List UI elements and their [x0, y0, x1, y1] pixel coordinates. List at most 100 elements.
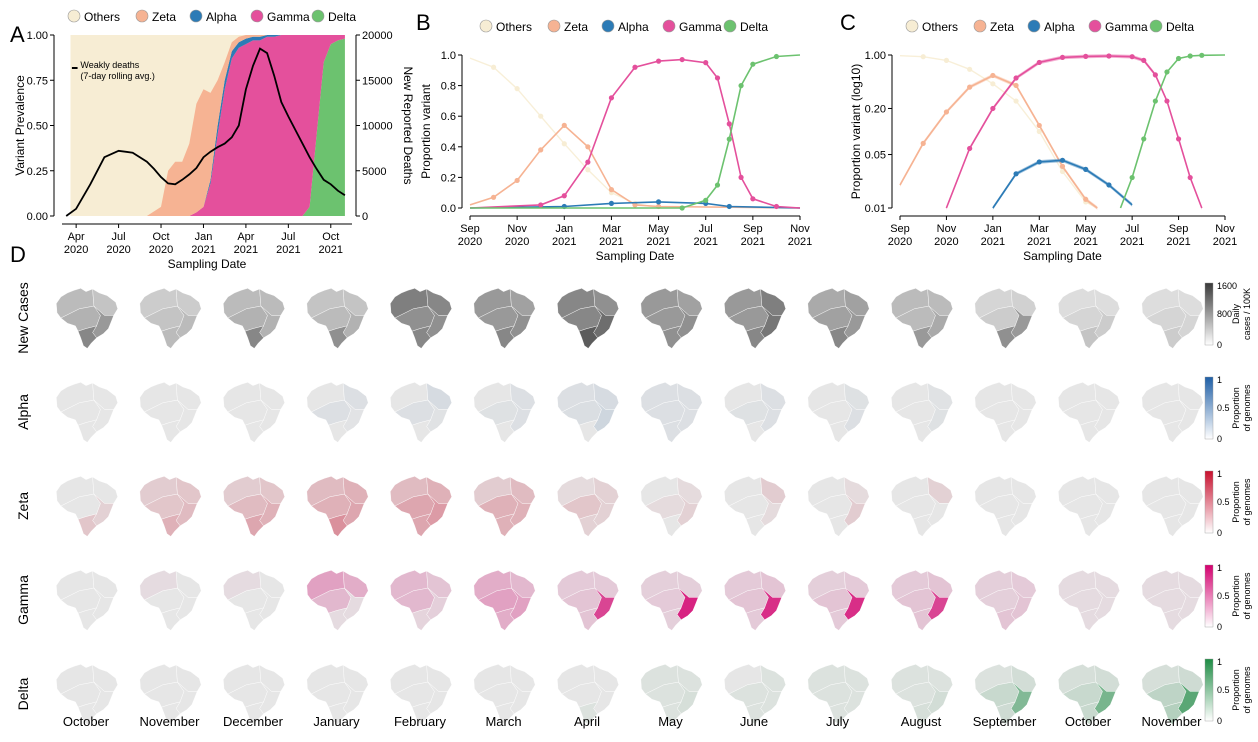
data-point-alpha: [1083, 166, 1089, 172]
month-label-7: May: [658, 714, 683, 729]
panel-label-a: A: [10, 22, 25, 47]
month-label-0: October: [63, 714, 110, 729]
area-gamma: [62, 35, 345, 216]
map-alpha-8: [724, 382, 786, 443]
map-region: [426, 305, 448, 339]
map-delta-11: [974, 664, 1037, 725]
data-point-others: [990, 81, 996, 87]
map-region: [676, 493, 699, 527]
x-tick-label: Apr: [68, 231, 85, 243]
map-region: [912, 325, 933, 349]
map-region: [259, 681, 281, 715]
map-region: [891, 382, 930, 413]
data-point-gamma: [561, 193, 567, 199]
y-tick-label: 0.01: [865, 203, 886, 215]
map-region: [509, 493, 532, 527]
map-gamma-8: [724, 570, 786, 631]
map-region: [807, 382, 846, 413]
map-region: [92, 305, 114, 339]
map-delta-13: [1141, 664, 1204, 725]
map-region: [1177, 587, 1200, 621]
y-tick-label: 0.75: [27, 75, 48, 87]
map-gamma-6: [557, 570, 619, 631]
map-alpha-2: [223, 382, 285, 443]
data-point-gamma: [1036, 59, 1042, 66]
map-delta-5: [473, 664, 536, 725]
y-tick-label: 0.6: [441, 111, 456, 123]
y-tick-label: 0.8: [441, 81, 456, 93]
map-region: [175, 587, 198, 621]
map-region: [1010, 493, 1033, 527]
map-region: [244, 607, 265, 631]
series-line-delta: [470, 54, 801, 209]
legend-label-alpha: Alpha: [206, 10, 237, 24]
map-region: [927, 399, 949, 433]
map-delta-6: [557, 664, 619, 725]
legend-label-alpha: Alpha: [618, 20, 649, 34]
map-region: [1177, 305, 1200, 339]
data-point-gamma: [1187, 174, 1193, 181]
map-region: [306, 476, 345, 507]
data-point-delta: [1199, 52, 1205, 58]
x-axis-label: Sampling Date: [596, 249, 675, 263]
map-alpha-13: [1141, 382, 1204, 443]
legend-label-delta: Delta: [740, 20, 768, 34]
y-tick-label: 0.20: [865, 103, 886, 115]
map-delta-9: [807, 664, 870, 725]
map-region: [724, 476, 763, 507]
map-region: [662, 513, 682, 537]
map-alpha-7: [640, 382, 703, 443]
map-new-cases-4: [390, 288, 452, 349]
map-region: [426, 587, 448, 621]
data-point-delta: [773, 53, 780, 60]
colorbar-tick: 800: [1217, 309, 1232, 319]
map-region: [1058, 288, 1097, 319]
colorbar-3: [1204, 564, 1214, 628]
map-region: [996, 607, 1016, 631]
data-point-delta: [714, 182, 721, 188]
map-region: [578, 607, 599, 631]
map-region: [1079, 419, 1100, 443]
legend-marker-delta: [723, 19, 737, 33]
panel-c-chart: 0.010.050.201.00Sep2020Nov2020Jan2021Mar…: [849, 19, 1237, 263]
data-point-gamma: [714, 75, 721, 81]
x-tick-label: 2020: [888, 236, 912, 248]
legend-marker-alpha: [601, 19, 615, 33]
map-region: [92, 587, 114, 621]
map-gamma-11: [974, 570, 1037, 631]
x-tick-label: 2021: [788, 236, 812, 248]
map-region: [996, 325, 1016, 349]
legend-marker-zeta: [547, 19, 561, 33]
data-point-zeta: [538, 147, 544, 153]
map-region: [259, 587, 281, 621]
map-region: [175, 399, 198, 433]
map-region: [495, 607, 515, 631]
colorbar-title: Proportion: [1231, 481, 1241, 523]
map-region: [328, 607, 348, 631]
map-region: [342, 399, 365, 433]
x-tick-label: 2021: [1027, 236, 1051, 248]
map-region: [593, 587, 615, 621]
month-label-1: November: [140, 714, 201, 729]
map-region: [139, 476, 178, 507]
map-region: [760, 587, 782, 621]
legend-marker-zeta: [973, 19, 987, 33]
map-region: [927, 493, 949, 527]
map-alpha-10: [891, 382, 953, 443]
map-region: [426, 681, 448, 715]
legend-marker-alpha: [189, 9, 203, 23]
colorbar-tick: 1: [1217, 563, 1222, 573]
data-point-alpha: [655, 199, 662, 205]
y2-tick-label: 0: [362, 211, 368, 223]
data-point-gamma: [726, 121, 732, 127]
map-gamma-9: [807, 570, 870, 631]
map-region: [724, 288, 763, 319]
map-region: [175, 681, 198, 715]
map-gamma-13: [1141, 570, 1204, 631]
map-region: [843, 681, 866, 715]
map-region: [676, 587, 699, 621]
data-point-others: [1036, 128, 1042, 135]
x-tick-label: May: [648, 223, 669, 235]
map-region: [56, 382, 95, 413]
